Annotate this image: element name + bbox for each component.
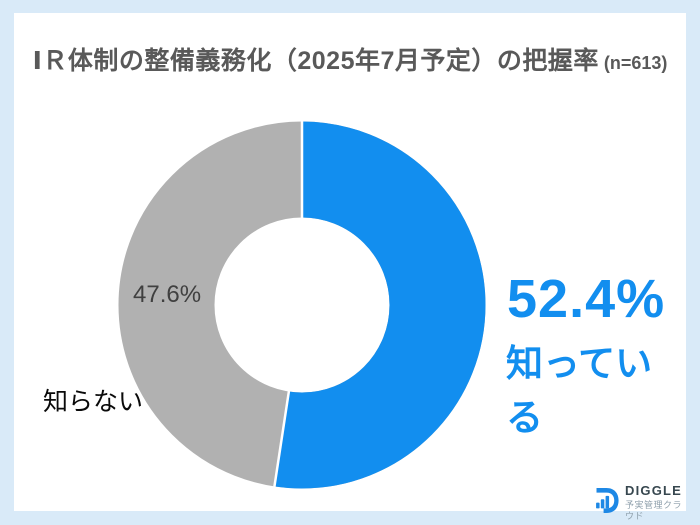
callout-know-value: 52.4% — [507, 269, 666, 329]
diggle-wordmark: DIGGLE — [625, 483, 683, 498]
chart-title-text: ⅠＲ体制の整備義務化（2025年7月予定）の把握率 — [32, 47, 599, 75]
donut-chart-svg — [118, 121, 486, 489]
sample-size-label: (n=613) — [598, 53, 668, 73]
content-card: ⅠＲ体制の整備義務化（2025年7月予定）の把握率 (n=613) 47.6% … — [14, 13, 686, 521]
logo-bar-1 — [596, 502, 600, 509]
callout-know-label: 知っている — [506, 343, 653, 438]
logo-bar-3 — [605, 495, 610, 509]
diggle-logo: DIGGLE 予実管理クラウド — [594, 483, 686, 522]
logo-d-shape — [596, 487, 619, 513]
diggle-tagline: 予実管理クラウド — [625, 500, 683, 522]
logo-bar-2 — [600, 499, 605, 509]
donut-chart — [118, 121, 486, 489]
label-dontknow: 知らない — [43, 388, 144, 416]
segment-gap-line-bottom — [273, 304, 304, 488]
diggle-logo-text: DIGGLE 予実管理クラウド — [625, 483, 686, 522]
chart-title: ⅠＲ体制の整備義務化（2025年7月予定）の把握率 (n=613) — [14, 41, 686, 77]
diggle-logo-icon — [594, 486, 619, 520]
label-dontknow-value: 47.6% — [133, 281, 202, 308]
